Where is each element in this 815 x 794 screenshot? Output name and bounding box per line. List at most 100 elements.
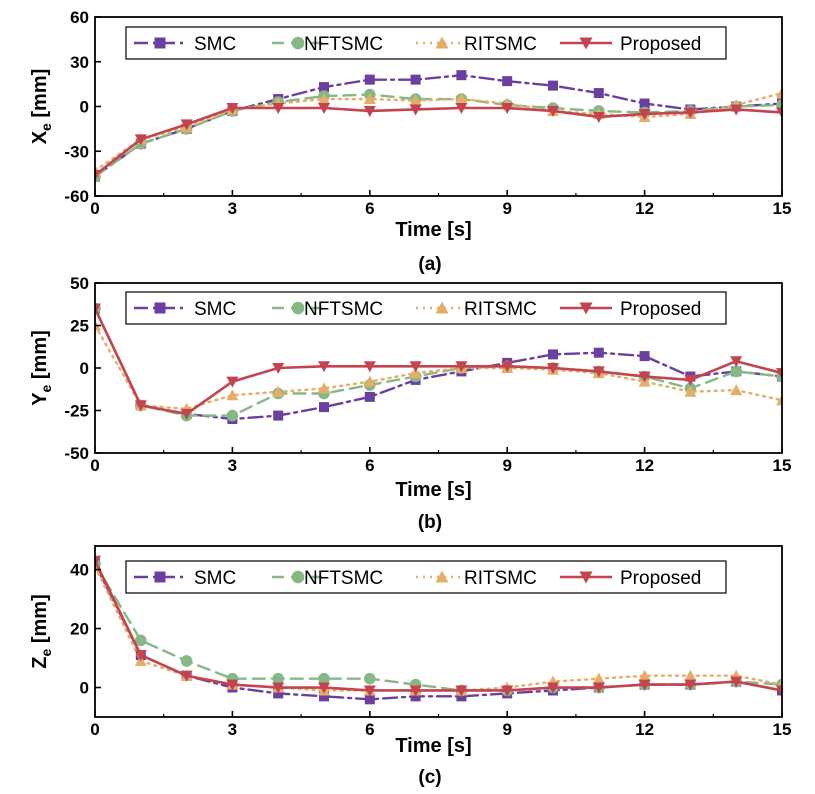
plot-area: [95, 70, 782, 183]
legend-marker-nftsmc: [291, 36, 305, 50]
data-point-proposed: [318, 102, 330, 114]
y-tick-label: 30: [70, 53, 89, 72]
plot-area: [95, 302, 782, 424]
data-point-proposed: [318, 361, 330, 373]
x-tick-label: 9: [502, 456, 511, 475]
data-point-proposed: [592, 366, 605, 378]
data-point-proposed: [455, 685, 468, 697]
legend-marker-proposed: [579, 37, 593, 50]
data-point-proposed: [501, 361, 514, 373]
x-tick-label: 3: [228, 199, 237, 218]
y-tick-label: 0: [80, 98, 89, 117]
x-tick-label: 0: [90, 720, 99, 739]
data-point-proposed: [638, 679, 651, 691]
x-tick-label: 12: [635, 199, 654, 218]
data-point-ritsmc: [684, 669, 697, 681]
series-line-nftsmc: [95, 307, 782, 417]
legend-marker-smc: [154, 302, 166, 314]
data-point-smc: [364, 694, 375, 705]
data-point-proposed: [363, 685, 376, 697]
data-point-proposed: [134, 134, 147, 146]
legend-marker-smc: [154, 571, 166, 583]
legend-marker-ritsmc: [435, 301, 449, 314]
x-tick-label: 15: [773, 456, 792, 475]
y-tick-label: 50: [70, 274, 89, 293]
data-point-proposed: [455, 102, 468, 114]
data-point-proposed: [684, 679, 697, 691]
data-point-ritsmc: [455, 93, 468, 105]
legend-box: [125, 26, 727, 60]
legend-label-smc: SMC: [194, 34, 236, 55]
chart-panel-3: 0 3 6 9 12 15 0 20 40 Time [s] Ze [mm] (c) SMC NFTSMC…: [29, 545, 791, 788]
y-tick-label: 60: [70, 8, 89, 27]
data-point-proposed: [226, 376, 239, 388]
data-point-smc: [548, 80, 558, 91]
data-point-proposed: [363, 361, 376, 373]
data-point-proposed: [95, 170, 101, 182]
x-tick-label: 3: [228, 456, 237, 475]
data-point-ritsmc: [226, 389, 239, 401]
data-point-proposed: [409, 104, 422, 116]
legend-label-nftsmc: NFTSMC: [304, 568, 383, 589]
data-point-smc: [273, 410, 284, 421]
data-point-nftsmc: [318, 672, 330, 685]
data-point-smc: [639, 98, 650, 109]
legend-label-nftsmc: NFTSMC: [304, 299, 383, 320]
x-tick-label: 6: [365, 456, 374, 475]
data-point-proposed: [363, 105, 376, 117]
data-point-proposed: [684, 107, 697, 119]
data-point-smc: [593, 347, 604, 358]
x-tick-label: 6: [365, 199, 374, 218]
legend-marker-ritsmc: [435, 570, 449, 583]
y-tick-label: -30: [64, 142, 89, 161]
data-point-ritsmc: [776, 87, 782, 99]
y-axis-label: Xe [mm]: [29, 69, 54, 145]
y-axis-label: Ye [mm]: [29, 330, 54, 406]
data-point-smc: [319, 402, 329, 413]
legend: SMC NFTSMC RITSMC Proposed: [125, 291, 727, 325]
y-tick-label: 0: [80, 679, 89, 698]
data-point-proposed: [501, 685, 514, 697]
data-point-proposed: [547, 682, 559, 694]
data-point-proposed: [409, 685, 422, 697]
data-point-proposed: [318, 682, 330, 694]
data-point-ritsmc: [272, 385, 285, 397]
data-point-proposed: [272, 682, 285, 694]
legend-marker-ritsmc: [435, 36, 449, 49]
y-tick-label: -60: [64, 187, 89, 206]
data-point-proposed: [592, 111, 605, 123]
x-axis-label: Time [s]: [395, 479, 471, 501]
chart-panel-1: 0 3 6 9 12 15 -60 -30 0 30 60 Time [s] Xe [mm] (a) SMC…: [29, 8, 791, 275]
data-point-smc: [364, 74, 375, 85]
x-tick-label: 9: [502, 199, 511, 218]
y-tick-label: -25: [64, 402, 89, 421]
legend-label-proposed: Proposed: [620, 34, 701, 55]
data-point-proposed: [180, 670, 193, 682]
data-point-proposed: [95, 555, 101, 567]
data-point-ritsmc: [409, 367, 422, 379]
data-point-nftsmc: [135, 634, 147, 647]
chart-panel-2: 0 3 6 9 12 15 -50 -25 0 25 50 Time [s] Ye [mm] (b) SMC…: [29, 274, 791, 533]
series-line-smc: [95, 73, 782, 178]
data-point-smc: [548, 349, 558, 360]
legend-label-ritsmc: RITSMC: [464, 568, 537, 589]
legend-marker-proposed: [579, 571, 593, 584]
y-tick-label: 25: [70, 317, 89, 336]
legend-marker-nftsmc: [291, 301, 305, 315]
data-point-proposed: [226, 679, 239, 691]
data-point-smc: [593, 88, 604, 99]
series-line-proposed: [95, 559, 782, 692]
legend-label-proposed: Proposed: [620, 568, 701, 589]
data-point-proposed: [134, 650, 147, 662]
legend-box: [125, 560, 727, 594]
y-axis-label: Ze [mm]: [29, 594, 54, 668]
x-axis-label: Time [s]: [395, 735, 471, 757]
data-point-proposed: [776, 685, 782, 697]
data-point-ritsmc: [684, 385, 697, 397]
legend-label-ritsmc: RITSMC: [464, 299, 537, 320]
y-tick-label: 20: [70, 620, 89, 639]
y-tick-label: 40: [70, 561, 89, 580]
x-tick-label: 15: [773, 199, 792, 218]
data-point-proposed: [180, 408, 193, 420]
data-point-proposed: [592, 682, 605, 694]
